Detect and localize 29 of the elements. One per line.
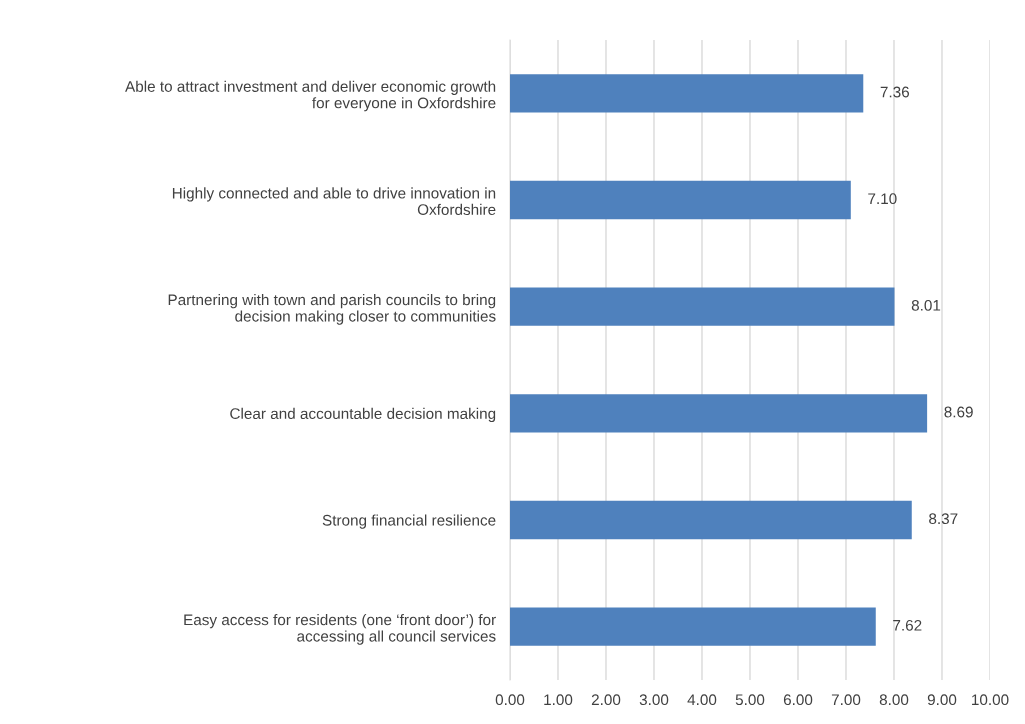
x-tick-label: 6.00 — [783, 694, 813, 706]
y-tick-label: Strong financial resilience — [322, 514, 496, 529]
x-tick-label: 8.00 — [879, 694, 909, 706]
y-tick-label: Highly connected and able to drive innovation in Oxfordshire — [172, 187, 496, 216]
data-label: 7.62 — [893, 619, 922, 631]
x-tick-label: 5.00 — [735, 694, 765, 706]
x-tick-label: 3.00 — [639, 694, 669, 706]
x-tick-label: 10.00 — [972, 694, 1009, 706]
data-label: 7.10 — [868, 193, 897, 205]
bar — [510, 394, 928, 433]
x-tick-label: 0.00 — [495, 694, 525, 706]
x-tick-label: 7.00 — [831, 694, 861, 706]
x-tick-label: 1.00 — [544, 694, 573, 706]
y-tick-label: Partnering with town and parish councils to bring decision making closer to communities — [168, 294, 496, 325]
bar — [510, 180, 851, 220]
bar — [510, 287, 895, 326]
data-label: 8.69 — [944, 406, 973, 418]
data-label: 8.01 — [911, 299, 941, 311]
y-tick-label: Clear and accountable decision making — [230, 407, 496, 423]
bar — [510, 607, 876, 646]
y-tick-label: Able to attract investment and deliver economic growth for everyone in Oxfordshire — [125, 80, 496, 112]
y-tick-label: Easy access for residents (one ‘front door’) for accessing all council services — [184, 614, 496, 645]
bar — [510, 500, 912, 540]
bar — [510, 74, 864, 113]
data-label: 8.37 — [929, 513, 958, 525]
x-tick-label: 2.00 — [591, 694, 621, 706]
data-label: 7.36 — [880, 86, 910, 98]
x-tick-label: 9.00 — [927, 694, 957, 706]
x-tick-label: 4.00 — [687, 694, 717, 706]
